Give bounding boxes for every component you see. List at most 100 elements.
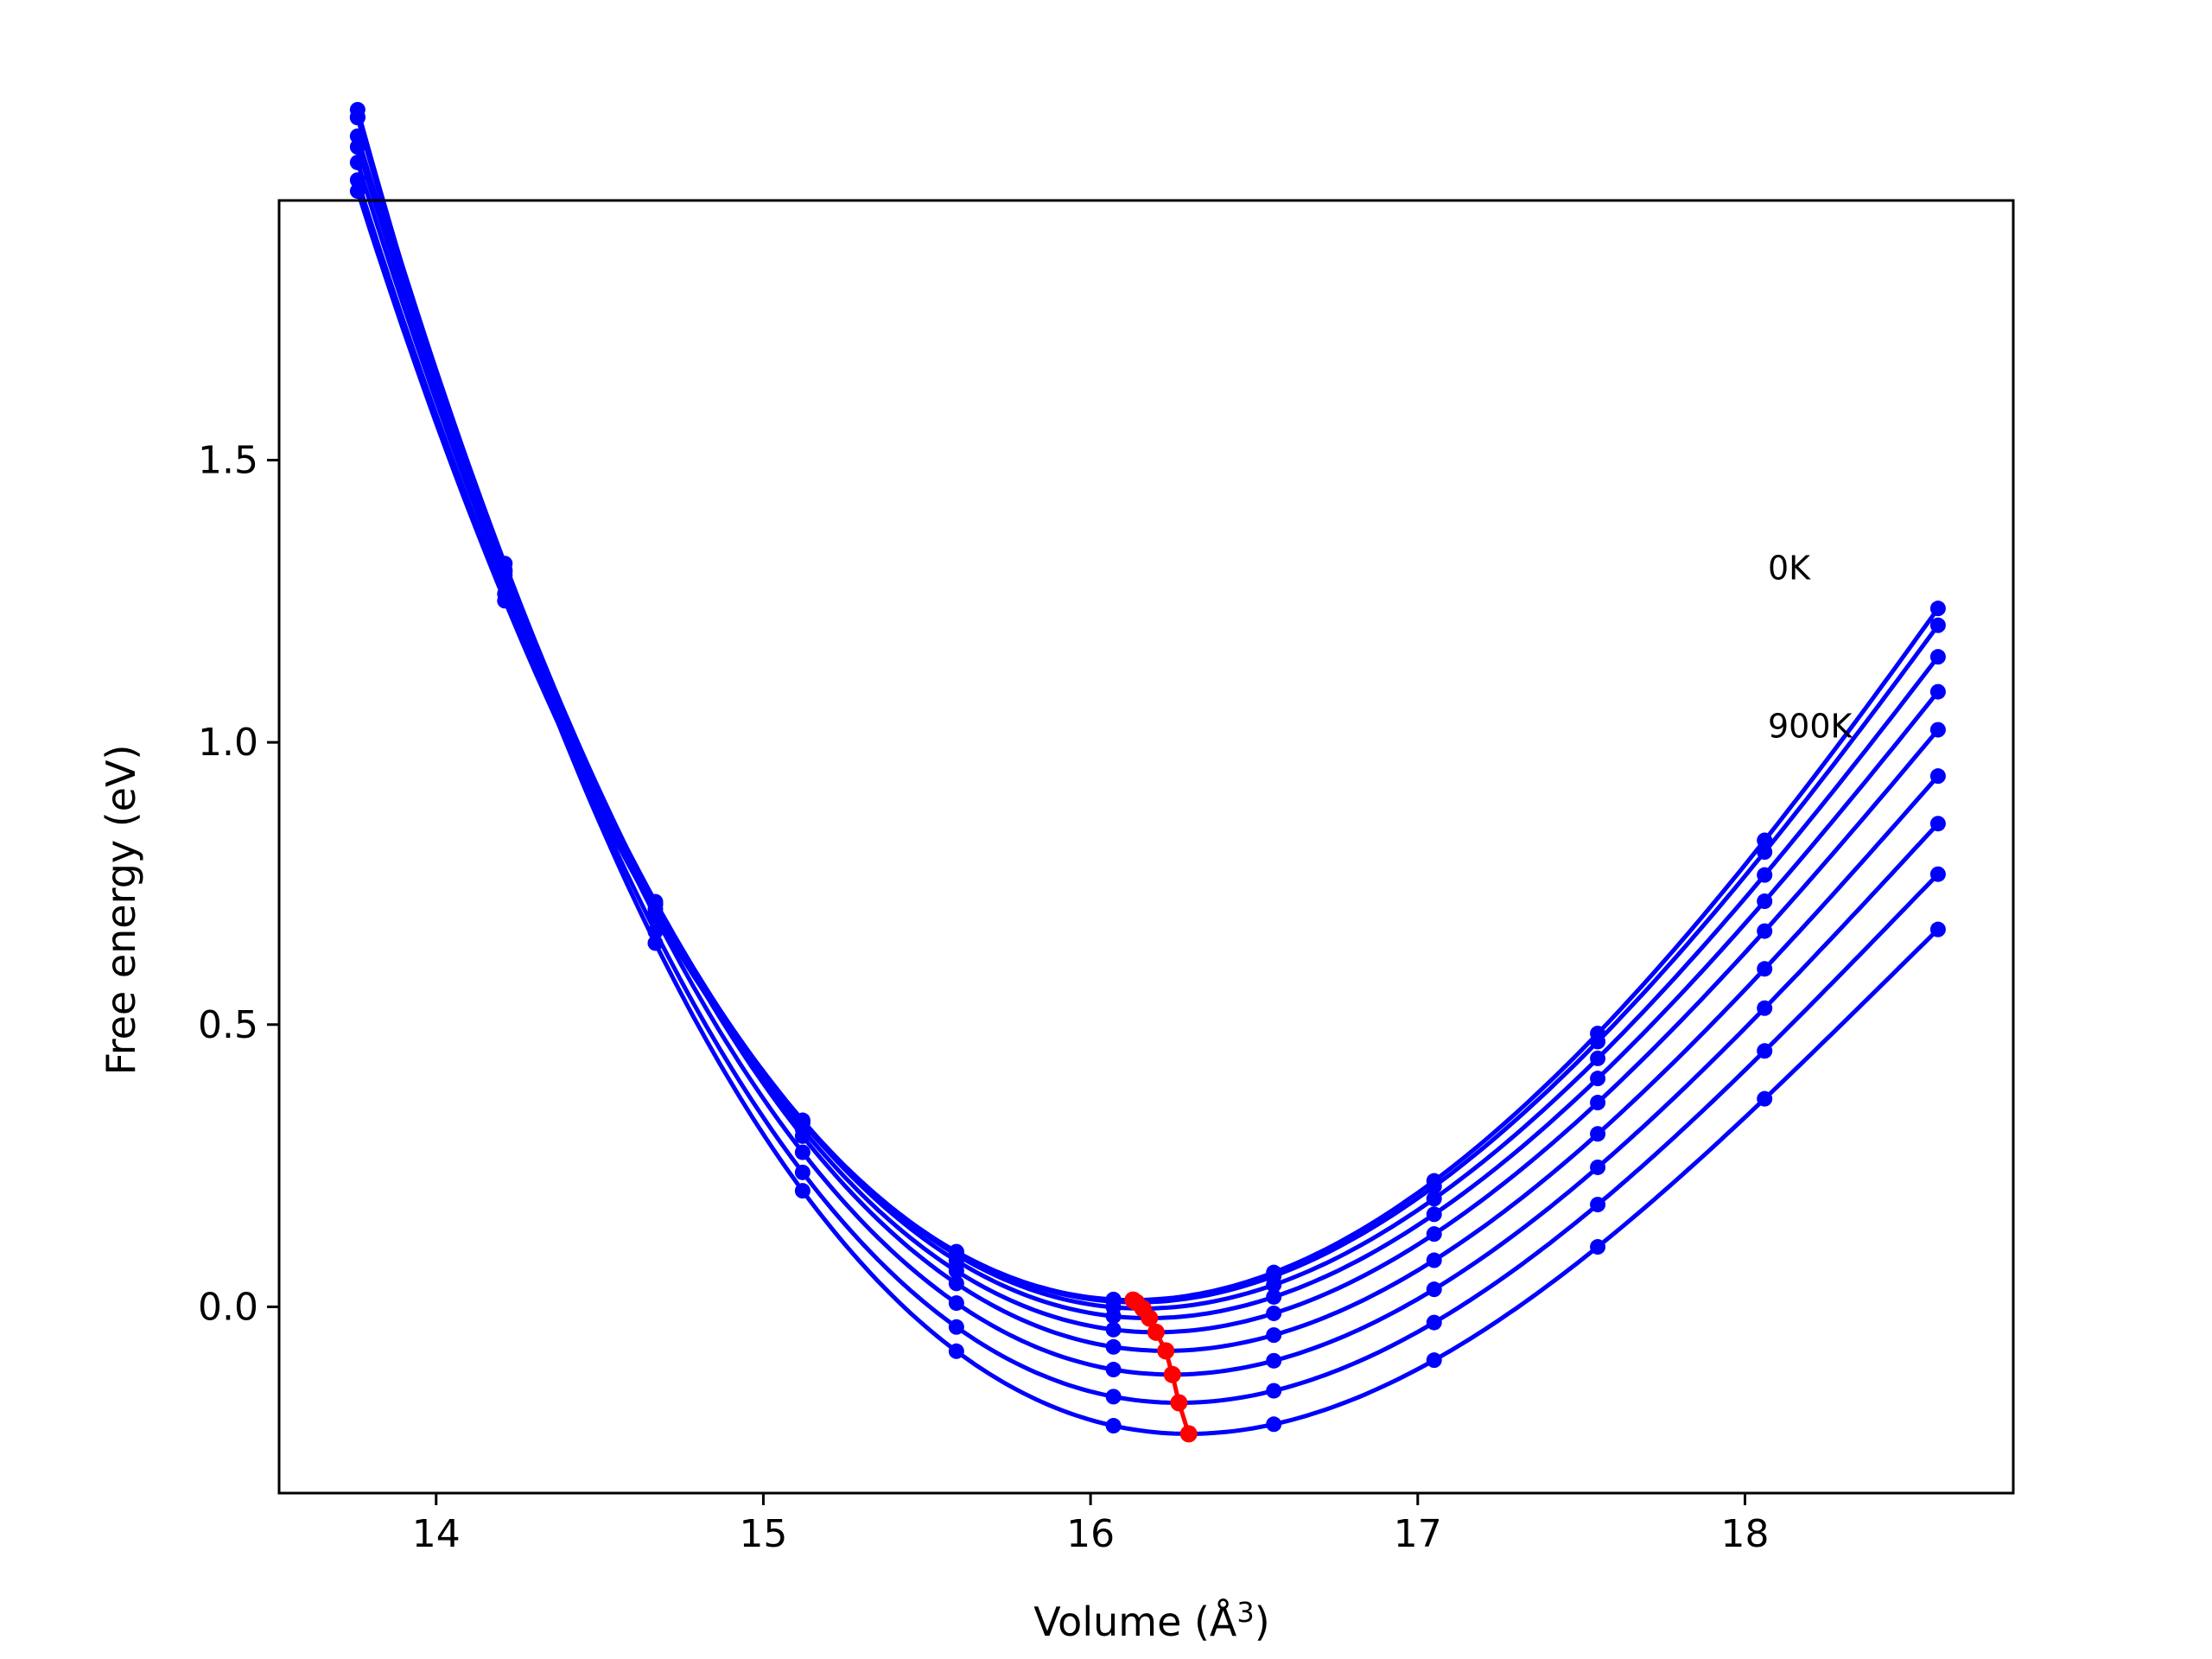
data-point-1-9 xyxy=(1757,844,1773,861)
data-point-0-0 xyxy=(349,183,365,200)
data-point-end-8 xyxy=(1929,921,1946,938)
data-point-8-6 xyxy=(1266,1416,1282,1433)
y-tick-label: 1.0 xyxy=(198,721,258,765)
data-point-1-8 xyxy=(1590,1033,1606,1050)
data-point-8-5 xyxy=(1105,1418,1122,1434)
plot-frame xyxy=(277,199,2015,1495)
data-point-4-9 xyxy=(1757,923,1773,939)
x-tick-label: 17 xyxy=(1394,1512,1442,1556)
fit-curve-6 xyxy=(355,116,1940,1377)
data-point-3-6 xyxy=(1266,1288,1282,1305)
y-axis-label: Free energy (eV) xyxy=(98,745,144,1076)
data-point-7-4 xyxy=(948,1319,964,1335)
data-point-4-4 xyxy=(948,1262,964,1279)
data-point-4-7 xyxy=(1426,1226,1442,1243)
data-point-5-3 xyxy=(794,1128,810,1144)
data-point-end-3 xyxy=(1929,683,1946,700)
data-point-7-5 xyxy=(1105,1389,1122,1405)
data-point-end-2 xyxy=(1929,649,1946,665)
fit-curve-8 xyxy=(355,109,1940,1436)
data-point-7-3 xyxy=(794,1164,810,1180)
minimum-point-3 xyxy=(1141,1309,1159,1327)
minimum-point-7 xyxy=(1170,1394,1188,1412)
fit-curve-4 xyxy=(355,135,1940,1335)
data-point-end-1 xyxy=(1929,617,1946,633)
minimum-path xyxy=(1124,1291,1198,1443)
y-tick-label: 1.5 xyxy=(198,439,258,483)
temperature-annotation: 0K xyxy=(1768,550,1811,588)
data-point-6-2 xyxy=(647,908,664,925)
data-point-end-5 xyxy=(1929,768,1946,785)
data-point-4-8 xyxy=(1590,1095,1606,1111)
data-point-6-7 xyxy=(1426,1281,1442,1298)
data-point-2-7 xyxy=(1426,1191,1442,1207)
data-point-2-9 xyxy=(1757,867,1773,883)
data-point-2-8 xyxy=(1590,1050,1606,1066)
fit-curve-1 xyxy=(355,179,1940,1305)
data-point-8-4 xyxy=(948,1343,964,1359)
x-tick-label: 15 xyxy=(739,1512,787,1556)
fit-curve-5 xyxy=(355,117,1940,1353)
x-tick-label: 18 xyxy=(1720,1512,1769,1556)
data-point-3-8 xyxy=(1590,1071,1606,1087)
data-point-end-7 xyxy=(1929,866,1946,882)
fit-curve-0 xyxy=(355,190,1940,1303)
data-point-end-6 xyxy=(1929,816,1946,832)
data-point-3-7 xyxy=(1426,1206,1442,1223)
data-point-end-0 xyxy=(1929,601,1946,617)
fit-curve-3 xyxy=(355,146,1940,1321)
minimum-point-6 xyxy=(1163,1365,1181,1383)
y-axis-ticks: 0.0 0.5 1.0 1.5 xyxy=(198,439,279,1329)
minimum-point-8 xyxy=(1179,1425,1198,1443)
temperature-annotation: 900K xyxy=(1768,708,1853,746)
data-point-6-5 xyxy=(1105,1362,1122,1378)
x-axis-ticks: 14 15 16 17 18 xyxy=(412,1493,1769,1556)
data-point-6-8 xyxy=(1590,1159,1606,1175)
data-point-6-3 xyxy=(794,1144,810,1160)
minimum-point-4 xyxy=(1147,1323,1165,1341)
data-point-end-4 xyxy=(1929,721,1946,738)
x-tick-label: 16 xyxy=(1066,1512,1115,1556)
data-point-5-5 xyxy=(1105,1338,1122,1355)
data-point-8-7 xyxy=(1426,1352,1442,1369)
data-point-2-6 xyxy=(1266,1277,1282,1294)
minimum-point-5 xyxy=(1157,1342,1175,1360)
data-point-6-4 xyxy=(948,1295,964,1312)
data-point-6-9 xyxy=(1757,1000,1773,1016)
y-tick-label: 0.0 xyxy=(198,1285,258,1329)
data-point-5-4 xyxy=(948,1275,964,1292)
data-point-8-8 xyxy=(1590,1239,1606,1255)
data-point-7-8 xyxy=(1590,1197,1606,1213)
data-point-5-8 xyxy=(1590,1126,1606,1142)
data-point-8-2 xyxy=(647,935,664,951)
data-point-3-9 xyxy=(1757,893,1773,910)
data-point-1-7 xyxy=(1426,1179,1442,1195)
data-point-2-0 xyxy=(349,154,365,170)
data-point-3-5 xyxy=(1105,1308,1122,1325)
data-point-5-6 xyxy=(1266,1327,1282,1344)
data-point-3-0 xyxy=(349,139,365,156)
data-point-6-6 xyxy=(1266,1352,1282,1369)
data-point-4-6 xyxy=(1266,1305,1282,1321)
data-point-8-0 xyxy=(349,101,365,118)
data-point-8-9 xyxy=(1757,1090,1773,1107)
data-point-5-7 xyxy=(1426,1252,1442,1268)
data-point-7-6 xyxy=(1266,1382,1282,1399)
y-tick-label: 0.5 xyxy=(198,1003,258,1047)
data-point-7-2 xyxy=(647,924,664,940)
data-point-5-2 xyxy=(647,896,664,912)
annotations: 0K 900K xyxy=(1768,550,1853,746)
data-point-8-1 xyxy=(497,574,513,590)
data-point-0-9 xyxy=(1757,832,1773,849)
fitted-curves xyxy=(355,109,1940,1436)
data-point-4-0 xyxy=(349,128,365,144)
fit-curve-2 xyxy=(355,162,1940,1311)
x-tick-label: 14 xyxy=(412,1512,461,1556)
data-point-8-3 xyxy=(794,1183,810,1199)
data-point-7-9 xyxy=(1757,1043,1773,1059)
data-point-7-7 xyxy=(1426,1314,1442,1331)
data-point-1-0 xyxy=(349,172,365,188)
fit-curve-7 xyxy=(355,117,1940,1406)
data-point-4-5 xyxy=(1105,1321,1122,1338)
